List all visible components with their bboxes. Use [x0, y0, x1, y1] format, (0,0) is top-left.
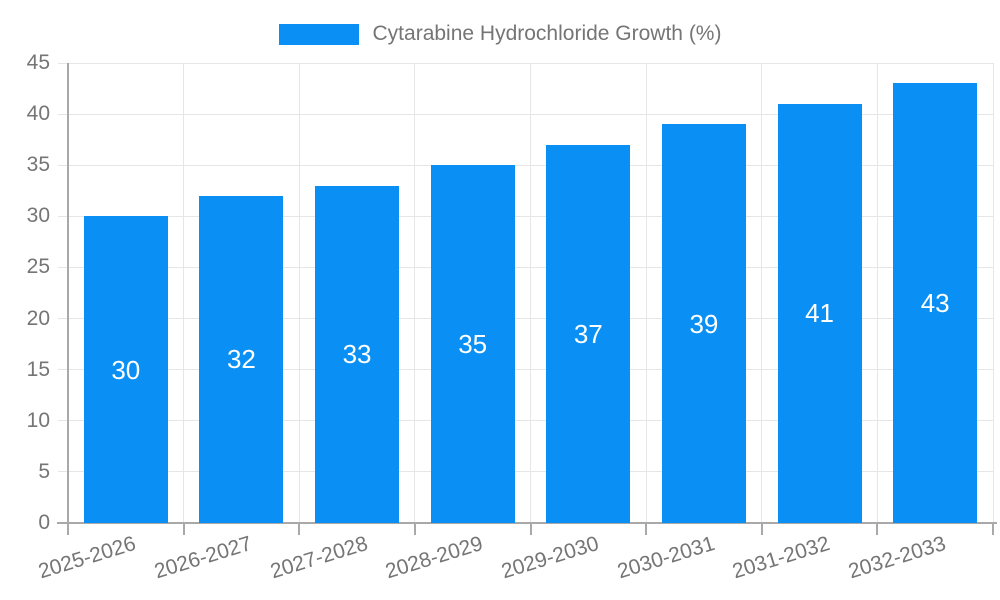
x-category-label: 2025-2026 — [36, 531, 139, 584]
v-gridline — [992, 63, 994, 523]
bar[interactable]: 39 — [661, 124, 746, 523]
bar-value-label: 30 — [111, 354, 141, 385]
y-tick-label: 45 — [26, 51, 50, 74]
bar-value-label: 37 — [573, 318, 603, 349]
y-tick-label: 40 — [26, 102, 50, 126]
h-gridline — [58, 266, 993, 268]
v-gridline — [183, 63, 185, 523]
v-gridline — [876, 63, 878, 523]
y-axis-line — [67, 63, 69, 523]
v-gridline — [298, 63, 300, 523]
x-tick-mark — [182, 523, 185, 535]
x-tick-mark — [67, 523, 69, 535]
x-tick-mark — [529, 523, 532, 535]
bar-value-label: 39 — [689, 308, 719, 339]
bar[interactable]: 35 — [430, 165, 515, 523]
h-gridline — [58, 318, 993, 320]
y-tick-label: 20 — [26, 306, 50, 330]
bar[interactable]: 37 — [546, 144, 631, 523]
v-gridline — [414, 63, 416, 523]
x-category-label: 2032-2033 — [845, 531, 949, 584]
h-gridline — [58, 164, 993, 166]
legend-label: Cytarabine Hydrochloride Growth (%) — [372, 22, 722, 45]
x-tick-mark — [645, 523, 648, 535]
y-tick-label: 25 — [26, 255, 50, 279]
y-tick-label: 35 — [26, 153, 50, 177]
x-tick-mark — [298, 523, 301, 535]
h-gridline — [58, 369, 993, 371]
bar[interactable]: 41 — [777, 103, 862, 523]
y-tick-label: 15 — [26, 357, 50, 381]
v-gridline — [761, 63, 763, 523]
h-gridline — [58, 420, 993, 422]
bar-value-label: 43 — [920, 288, 950, 319]
h-gridline — [58, 471, 993, 473]
x-tick-mark — [992, 523, 994, 535]
h-gridline — [58, 113, 993, 115]
y-tick-label: 0 — [38, 511, 50, 534]
x-tick-mark — [413, 523, 416, 535]
x-category-label: 2026-2027 — [151, 531, 255, 584]
x-category-label: 2027-2028 — [267, 531, 371, 584]
x-tick-mark — [760, 523, 763, 535]
x-category-label: 2031-2032 — [729, 531, 833, 584]
bar[interactable]: 43 — [893, 83, 978, 523]
v-gridline — [645, 63, 647, 523]
bar-value-label: 32 — [226, 344, 256, 375]
bar-value-label: 33 — [342, 339, 372, 370]
x-tick-mark — [876, 523, 879, 535]
bar[interactable]: 33 — [315, 185, 400, 523]
bar[interactable]: 32 — [199, 195, 284, 523]
legend-swatch — [278, 23, 359, 45]
h-gridline — [58, 62, 993, 64]
y-tick-label: 30 — [26, 204, 50, 228]
bar[interactable]: 30 — [83, 216, 168, 523]
y-tick-label: 5 — [38, 459, 50, 483]
v-gridline — [530, 63, 531, 523]
y-tick-label: 10 — [26, 408, 50, 432]
x-category-label: 2029-2030 — [498, 531, 602, 584]
bar-value-label: 41 — [805, 298, 835, 329]
x-category-label: 2030-2031 — [614, 531, 717, 584]
bar-value-label: 35 — [458, 329, 488, 360]
x-axis-line — [57, 522, 997, 524]
x-category-label: 2028-2029 — [382, 531, 486, 584]
legend[interactable]: Cytarabine Hydrochloride Growth (%) — [0, 22, 1000, 46]
h-gridline — [58, 215, 993, 217]
